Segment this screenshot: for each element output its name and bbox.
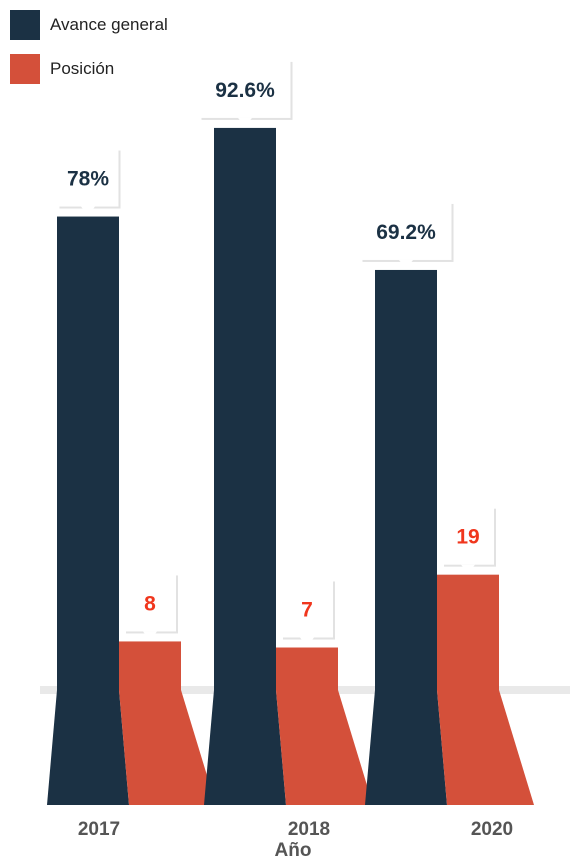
- x-tick-label: 2017: [78, 819, 120, 840]
- data-label-box: [57, 148, 119, 207]
- data-label-pointer: [143, 631, 157, 641]
- data-label-box: [281, 579, 333, 638]
- data-label: 8: [144, 592, 156, 615]
- bar-posición-2020: [437, 574, 499, 690]
- x-tick-label: 2018: [288, 819, 330, 840]
- bar-base-posición-2020: [437, 690, 534, 805]
- data-label-box: [442, 506, 494, 565]
- legend-swatch: [10, 54, 40, 84]
- data-label: 69.2%: [376, 221, 436, 244]
- data-label-pointer: [461, 564, 475, 574]
- bar-base-avance-general-2018: [204, 690, 286, 805]
- data-label-box: [124, 573, 176, 632]
- data-label: 78%: [67, 168, 109, 191]
- legend-label: Posición: [50, 59, 115, 78]
- bar-avance-general-2018: [214, 127, 276, 691]
- data-label: 19: [456, 526, 479, 549]
- bar-base-posición-2017: [119, 690, 216, 805]
- data-label-box: [360, 201, 452, 260]
- bar-base-avance-general-2020: [365, 690, 447, 805]
- x-tick-label: 2020: [471, 819, 513, 840]
- legend-swatch: [10, 10, 40, 40]
- legend-item-1: Posición: [10, 54, 168, 84]
- data-label: 7: [301, 599, 313, 622]
- data-label-pointer: [300, 637, 314, 647]
- legend-item-0: Avance general: [10, 10, 168, 40]
- data-label-pointer: [399, 259, 413, 269]
- data-label-pointer: [81, 206, 95, 216]
- x-axis-title: Año: [274, 840, 312, 861]
- legend: Avance general Posición: [10, 10, 168, 98]
- bar-avance-general-2017: [57, 216, 119, 691]
- data-label-box: [199, 59, 291, 118]
- data-label-pointer: [238, 117, 252, 127]
- bar-base-posición-2018: [276, 690, 373, 805]
- bar-base-avance-general-2017: [47, 690, 129, 805]
- bar-avance-general-2020: [375, 269, 437, 690]
- bar-posición-2018: [276, 647, 338, 690]
- bar-posición-2017: [119, 641, 181, 690]
- legend-label: Avance general: [50, 15, 168, 34]
- data-label: 92.6%: [215, 79, 275, 102]
